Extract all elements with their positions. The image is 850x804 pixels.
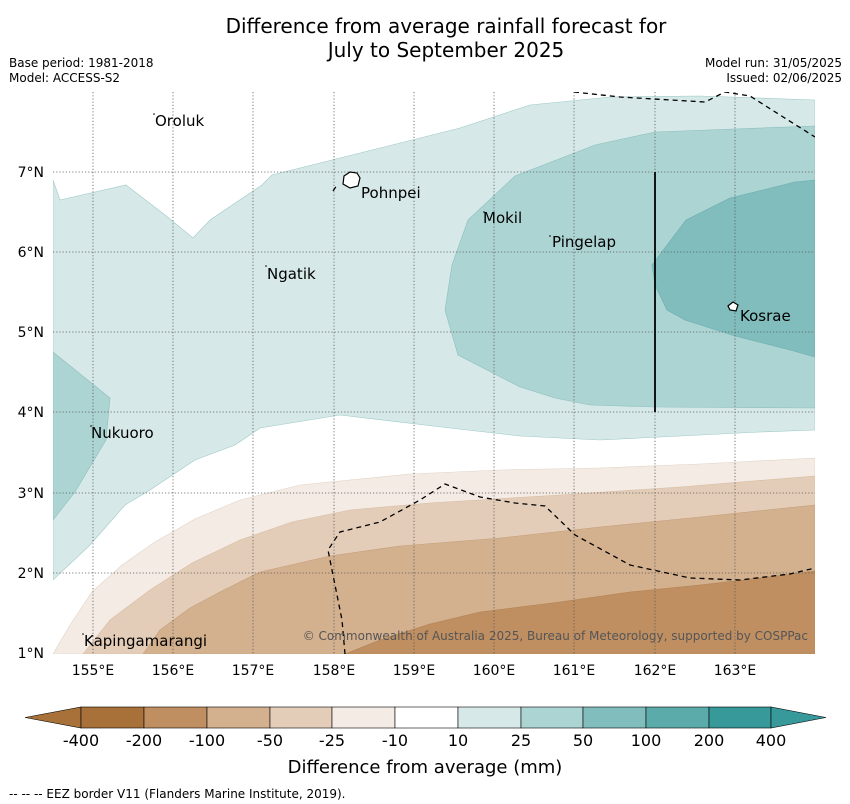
colorbar-segment-3 (269, 706, 333, 729)
colorbar-segment-2 (206, 706, 271, 729)
lon-tick-159: 159°E (393, 663, 436, 679)
lon-tick-158: 158°E (313, 663, 356, 679)
cb-tick-3: -50 (257, 731, 283, 750)
lon-tick-155: 155°E (72, 663, 115, 679)
cb-tick-7: 25 (511, 731, 531, 750)
gridlines (53, 92, 815, 654)
contour-25-50-west (53, 351, 111, 521)
cb-tick-2: -100 (189, 731, 225, 750)
colorbar-segment-4 (331, 706, 396, 729)
place-label-mokil: Mokil (483, 209, 522, 227)
eez-border-north (573, 92, 815, 138)
meta-right: Model run: 31/05/2025 Issued: 02/06/2025 (705, 56, 842, 86)
issued-date: Issued: 02/06/2025 (726, 71, 842, 85)
title-line-2: July to September 2025 (327, 38, 565, 62)
cb-tick-11: 400 (756, 731, 787, 750)
place-label-pohnpei: Pohnpei (361, 184, 421, 202)
lon-tick-156: 156°E (152, 663, 195, 679)
place-label-pingelap: Pingelap (552, 233, 616, 251)
cb-tick-1: -200 (126, 731, 162, 750)
lat-tick-3: 3°N (18, 486, 44, 502)
colorbar-label: Difference from average (mm) (288, 757, 563, 778)
lon-tick-163: 163°E (714, 663, 757, 679)
colorbar-segment-6 (457, 706, 522, 729)
colorbar-segment-8 (582, 706, 647, 729)
eez-footnote: -- -- -- EEZ border V11 (Flanders Marine… (9, 787, 346, 801)
cb-tick-9: 100 (631, 731, 662, 750)
lon-axis: 155°E 156°E 157°E 158°E 159°E 160°E 161°… (72, 663, 757, 679)
place-label-nukuoro: Nukuoro (91, 424, 154, 442)
cb-tick-10: 200 (694, 731, 725, 750)
cb-tick-4: -25 (319, 731, 345, 750)
island-markers (82, 113, 551, 635)
lon-tick-160: 160°E (473, 663, 516, 679)
colorbar-extend-high (770, 706, 827, 729)
lat-tick-2: 2°N (18, 566, 44, 582)
colorbar-segment-9 (645, 706, 710, 729)
lat-tick-5: 5°N (18, 325, 44, 341)
chart-title: Difference from average rainfall forecas… (0, 14, 850, 62)
colorbar-extend-low (24, 706, 82, 729)
lat-tick-1: 1°N (18, 646, 44, 662)
contour-25-50-east (444, 125, 815, 409)
map-area: Oroluk Pohnpei Mokil Pingelap Ngatik Kos… (53, 92, 815, 654)
lat-tick-4: 4°N (18, 405, 44, 421)
kosrae-island (727, 301, 739, 312)
colorbar-segment-7 (520, 706, 584, 729)
eez-border-pohnpei (332, 184, 338, 192)
model-run: Model run: 31/05/2025 (704, 56, 842, 70)
copyright-notice: © Commonwealth of Australia 2025, Bureau… (303, 629, 808, 643)
colorbar-segment-1 (143, 706, 208, 729)
place-label-kosrae: Kosrae (740, 307, 791, 325)
lat-axis: 1°N 2°N 3°N 4°N 5°N 6°N 7°N (18, 165, 44, 662)
colorbar-segment-5 (394, 706, 459, 729)
title-line-1: Difference from average rainfall forecas… (225, 14, 667, 38)
cb-tick-5: -10 (382, 731, 408, 750)
colorbar-segment-0 (80, 706, 145, 729)
place-label-oroluk: Oroluk (155, 112, 204, 130)
pohnpei-island (342, 171, 361, 189)
lon-tick-161: 161°E (553, 663, 596, 679)
lat-tick-7: 7°N (18, 165, 44, 181)
place-label-kapingamarangi: Kapingamarangi (84, 632, 207, 650)
colorbar-ticks: -400 -200 -100 -50 -25 -10 10 25 50 100 … (63, 731, 786, 750)
lon-tick-157: 157°E (232, 663, 275, 679)
model-name: Model: ACCESS-S2 (9, 71, 121, 85)
eez-border-south (327, 483, 815, 654)
place-labels: Oroluk Pohnpei Mokil Pingelap Ngatik Kos… (84, 112, 791, 650)
eez-borders (327, 92, 815, 654)
colorbar-segment-10 (708, 706, 772, 729)
base-period: Base period: 1981-2018 (9, 56, 154, 70)
contour-neg-100-200 (344, 570, 815, 654)
lon-tick-162: 162°E (634, 663, 677, 679)
contour-50-100 (651, 179, 815, 358)
cb-tick-6: 10 (448, 731, 468, 750)
colorbar: -400 -200 -100 -50 -25 -10 10 25 50 100 … (24, 706, 827, 778)
place-label-ngatik: Ngatik (267, 265, 316, 283)
meta-left: Base period: 1981-2018 Model: ACCESS-S2 (9, 56, 154, 86)
cb-tick-0: -400 (63, 731, 99, 750)
lat-tick-6: 6°N (18, 245, 44, 261)
cb-tick-8: 50 (573, 731, 593, 750)
